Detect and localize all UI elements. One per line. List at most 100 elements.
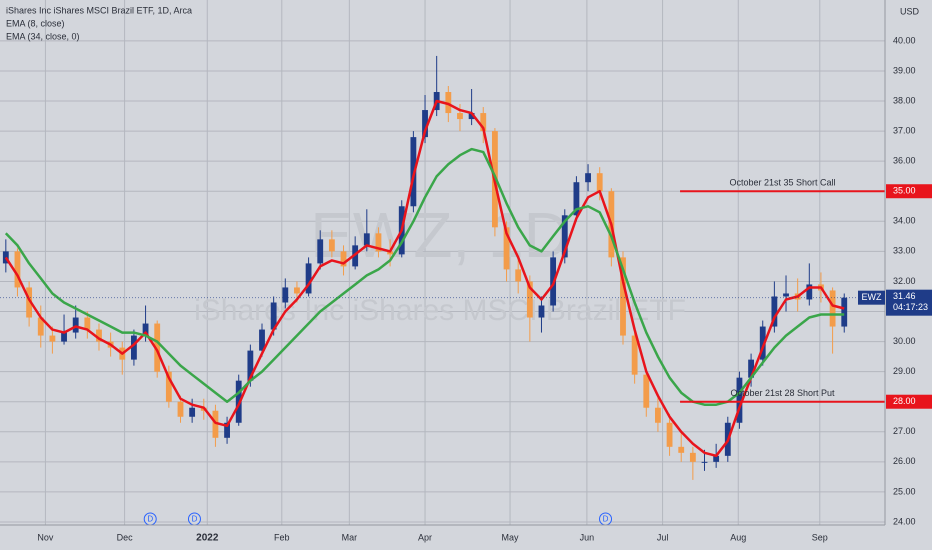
event-label: D xyxy=(603,515,609,524)
candle-body xyxy=(806,284,813,300)
x-tick-label: Apr xyxy=(418,532,432,542)
symbol-box xyxy=(858,290,885,305)
level-text: October 21st 35 Short Call xyxy=(729,178,835,188)
axis: 24.0025.0026.0027.0028.0029.0030.0031.00… xyxy=(37,35,932,544)
event-label: D xyxy=(147,515,153,524)
y-tick-label: 33.00 xyxy=(893,246,916,256)
y-tick-label: 25.00 xyxy=(893,486,916,496)
candle-body xyxy=(445,92,452,114)
candle-body xyxy=(666,422,673,447)
candle-body xyxy=(561,215,568,258)
last-price-label: 31.46 xyxy=(893,291,916,301)
x-tick-label: May xyxy=(502,532,520,542)
candle-body xyxy=(305,263,312,294)
y-tick-label: 39.00 xyxy=(893,65,916,75)
candle-body xyxy=(282,287,289,303)
candle-body xyxy=(96,329,102,342)
candle-body xyxy=(259,329,265,351)
plot: October 21st 35 Short Call October 21st 2… xyxy=(0,55,885,526)
y-tick-label: 32.00 xyxy=(893,276,916,286)
ema-line xyxy=(4,147,845,406)
candle-body xyxy=(631,335,638,375)
candle-body xyxy=(620,257,626,336)
candle-body xyxy=(759,326,766,360)
candle-body xyxy=(14,251,21,288)
candle-body xyxy=(526,281,533,318)
candle-body xyxy=(375,233,382,252)
x-tick-label: Jun xyxy=(580,532,595,542)
candle-body xyxy=(468,113,475,120)
y-tick-label: 40.00 xyxy=(893,35,916,45)
candle-body xyxy=(247,350,254,381)
y-tick-label: 37.00 xyxy=(893,125,916,135)
x-tick-label: Nov xyxy=(37,532,54,542)
candle-body xyxy=(655,407,661,423)
y-tick-label: 36.00 xyxy=(893,156,916,166)
candle-body xyxy=(701,461,708,463)
x-tick-label: Sep xyxy=(812,532,828,542)
level-price-label: 35.00 xyxy=(893,186,916,196)
last-price-box xyxy=(886,289,932,316)
candle-body xyxy=(829,290,836,327)
candle-body xyxy=(457,113,463,120)
candle-body xyxy=(317,239,324,264)
candle-body xyxy=(585,173,591,183)
candle-body xyxy=(340,251,347,267)
y-tick-label: 38.00 xyxy=(893,95,916,105)
y-tick-label: 27.00 xyxy=(893,426,916,436)
x-tick-label: 2022 xyxy=(196,533,219,544)
grid xyxy=(0,0,885,525)
candle-body xyxy=(771,296,778,327)
level-price-box xyxy=(886,184,932,199)
y-tick-label: 29.00 xyxy=(893,366,916,376)
level-price-box xyxy=(886,394,932,409)
candle-body xyxy=(49,335,56,342)
x-tick-label: Mar xyxy=(342,532,358,542)
candle-body xyxy=(37,317,44,336)
candle-body xyxy=(270,302,277,330)
x-tick-label: Feb xyxy=(274,532,290,542)
candle-body xyxy=(154,323,161,372)
candle-body xyxy=(142,323,149,336)
chart-title: iShares Inc iShares MSCI Brazil ETF, 1D,… xyxy=(6,5,192,15)
candle-body xyxy=(643,374,650,408)
candle-body xyxy=(573,182,580,216)
x-tick-label: Dec xyxy=(117,532,134,542)
level-text: October 21st 28 Short Put xyxy=(730,388,835,398)
candle-body xyxy=(212,410,219,438)
x-tick-label: Jul xyxy=(657,532,669,542)
candle-body xyxy=(189,407,196,417)
y-tick-label: 24.00 xyxy=(893,516,916,526)
candle-body xyxy=(387,251,394,255)
candle-body xyxy=(61,332,67,342)
candle-body xyxy=(480,113,487,132)
candle-body xyxy=(422,110,428,138)
level-price-label: 28.00 xyxy=(893,396,916,406)
event-label: D xyxy=(192,515,198,524)
candle-body xyxy=(294,287,300,294)
symbol-label: EWZ xyxy=(862,292,882,302)
candle-body xyxy=(72,317,79,333)
candle-body xyxy=(689,452,696,462)
candle-body xyxy=(736,377,743,423)
candle-body xyxy=(783,293,789,297)
currency: USD xyxy=(900,6,920,16)
x-tick-label: Aug xyxy=(730,532,746,542)
candle-body xyxy=(177,401,184,417)
candle-body xyxy=(596,173,603,192)
candle-body xyxy=(515,269,522,282)
candle-body xyxy=(748,359,754,378)
countdown-label: 04:17:23 xyxy=(893,302,928,312)
candle-body xyxy=(224,422,230,438)
candle-body xyxy=(503,227,510,270)
watermark-subtitle: iShares Inc iShares MSCI Brazil ETF xyxy=(194,294,686,327)
candle-body xyxy=(841,297,848,327)
candle-body xyxy=(713,455,720,462)
candle-body xyxy=(328,239,335,252)
candle-body xyxy=(678,446,685,453)
candle-body xyxy=(131,335,137,360)
legend-entry: EMA (34, close, 0) xyxy=(6,31,80,41)
legend-entry: EMA (8, close) xyxy=(6,18,65,28)
